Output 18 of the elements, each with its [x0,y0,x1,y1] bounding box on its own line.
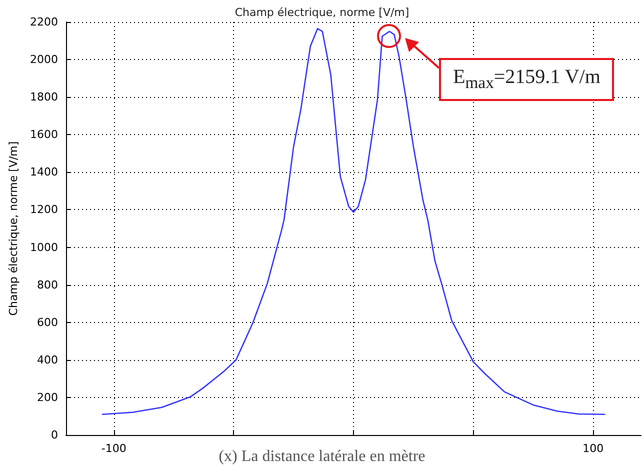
x-axis-title: (x) La distance latérale en mètre [218,448,426,465]
y-tick-label: 1400 [30,166,58,179]
y-tick-label: 2000 [30,53,58,66]
x-tick-label: 100 [582,442,604,455]
y-axis-title: Champ électrique, norme [V/m] [7,141,20,316]
chart-title: Champ électrique, norme [V/m] [234,6,410,19]
y-tick-label: 600 [37,316,58,329]
y-tick-label: 1200 [30,203,58,216]
y-tick-label: 1000 [30,240,58,254]
y-tick-label: 1800 [30,90,58,104]
y-tick-label: 400 [37,353,58,366]
y-tick-label: 2200 [30,16,58,28]
x-tick-label: -100 [101,442,126,455]
y-tick-label: 800 [37,278,58,292]
y-tick-label: 0 [51,428,58,442]
y-tick-label: 200 [37,390,58,404]
y-tick-label: 1600 [30,128,58,142]
annotation: E$_{max}$=2159.1 V/m [439,58,614,101]
